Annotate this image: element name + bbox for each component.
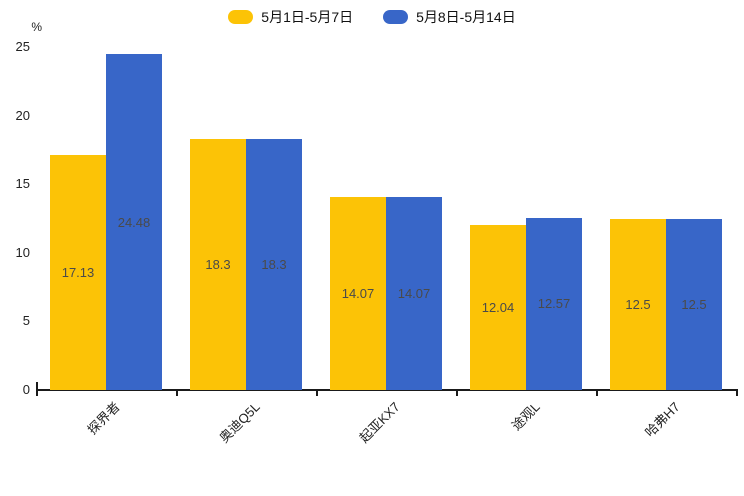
- bar-week2[interactable]: 14.07: [386, 196, 442, 390]
- x-axis-line: [36, 389, 738, 391]
- legend-swatch-week1-icon: [228, 10, 254, 24]
- bar-value-label: 18.3: [261, 256, 287, 272]
- x-axis-category-label: 奥迪Q5L: [216, 399, 263, 446]
- bar-value-label: 12.04: [481, 299, 515, 315]
- bar-week1[interactable]: 12.04: [470, 224, 526, 390]
- y-axis-tick-label: 25: [15, 39, 30, 54]
- y-axis-tick-label: 10: [15, 244, 30, 260]
- bar-value-label: 12.5: [625, 296, 651, 312]
- bar-week2[interactable]: 18.3: [246, 138, 302, 390]
- bar-value-label: 14.07: [397, 285, 431, 301]
- legend-label-week2: 5月8日-5月14日: [416, 9, 516, 25]
- bar-value-label: 17.13: [61, 264, 95, 280]
- legend-label-week1: 5月1日-5月7日: [261, 9, 354, 25]
- x-axis-category-label: 哈弗H7: [641, 399, 683, 440]
- legend-item-week1[interactable]: 5月1日-5月7日: [228, 8, 353, 26]
- x-axis-origin-tick: [36, 382, 38, 390]
- bar-week2[interactable]: 12.5: [666, 218, 722, 390]
- x-axis-category-label: 途观L: [508, 399, 543, 434]
- y-axis-tick-label: 20: [15, 107, 30, 123]
- bar-value-label: 18.3: [205, 256, 231, 272]
- x-axis-category-label: 起亚KX7: [356, 399, 403, 446]
- x-axis-tick: [316, 390, 318, 396]
- x-axis-tick: [456, 390, 458, 396]
- bar-week1[interactable]: 18.3: [190, 138, 246, 390]
- bar-week2[interactable]: 24.48: [106, 54, 162, 390]
- x-axis-tick: [176, 390, 178, 396]
- bar-week2[interactable]: 12.57: [526, 217, 582, 390]
- y-axis-unit-label: %: [31, 20, 42, 34]
- y-axis-tick-label: 5: [22, 313, 30, 329]
- bar-week1[interactable]: 12.5: [610, 218, 666, 390]
- legend: 5月1日-5月7日 5月8日-5月14日: [0, 8, 744, 26]
- legend-item-week2[interactable]: 5月8日-5月14日: [383, 8, 516, 26]
- bar-value-label: 24.48: [117, 214, 151, 230]
- x-axis-tick: [596, 390, 598, 396]
- bar-value-label: 12.5: [681, 296, 707, 312]
- x-axis-tick: [36, 390, 38, 396]
- bar-week1[interactable]: 17.13: [50, 154, 106, 390]
- x-axis-tick: [736, 390, 738, 396]
- x-axis-category-label: 探界者: [84, 399, 123, 438]
- bar-week1[interactable]: 14.07: [330, 196, 386, 390]
- legend-swatch-week2-icon: [383, 10, 409, 24]
- bar-value-label: 14.07: [341, 285, 375, 301]
- y-axis-tick-label: 15: [15, 176, 30, 192]
- y-axis-tick-label: 0: [22, 382, 30, 397]
- bar-value-label: 12.57: [537, 296, 571, 312]
